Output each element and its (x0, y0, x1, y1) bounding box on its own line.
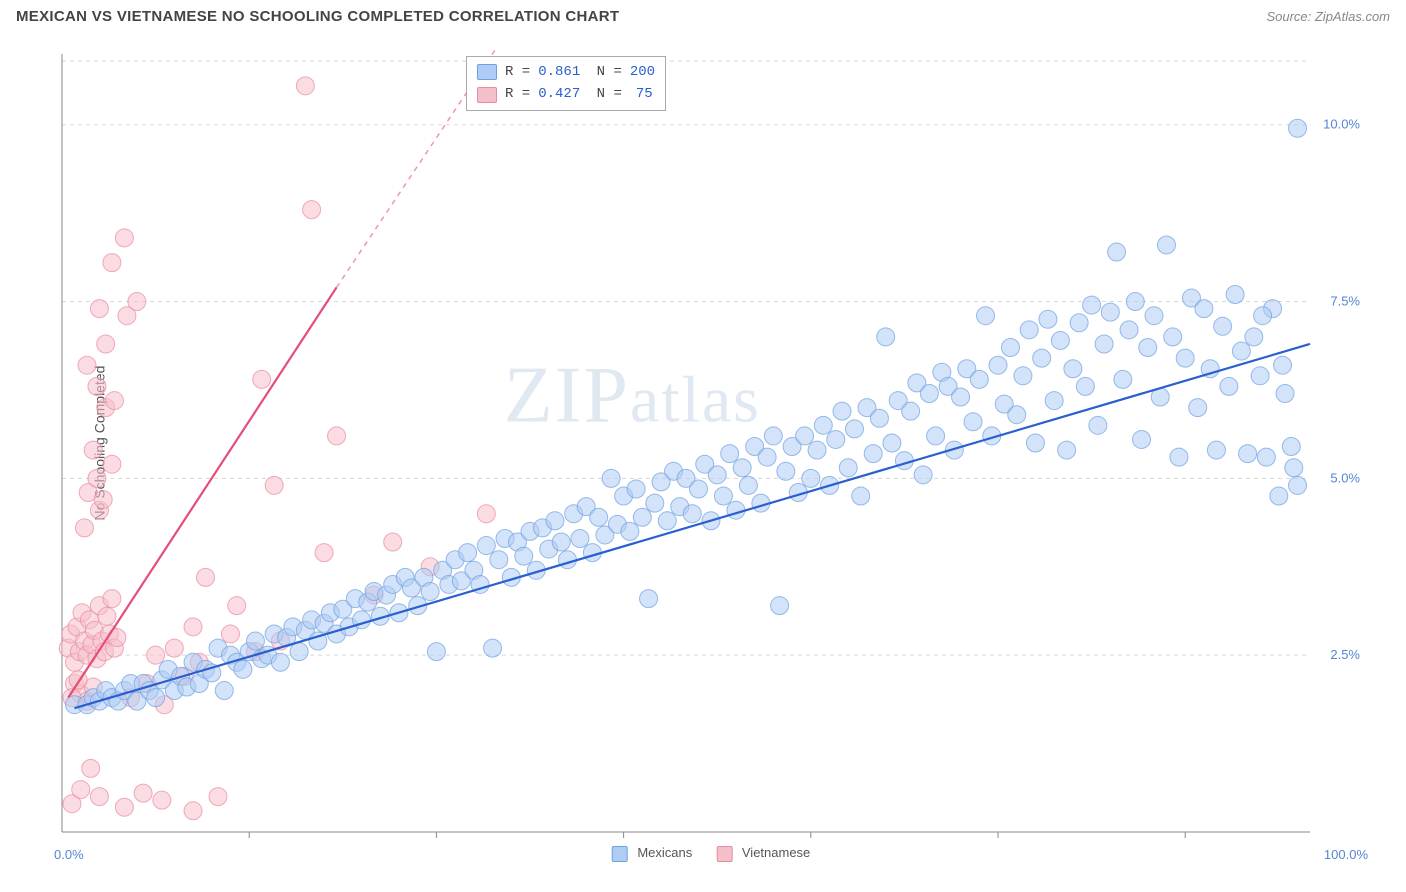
svg-text:5.0%: 5.0% (1330, 470, 1360, 485)
swatch-mexicans-icon (612, 846, 628, 862)
legend-item-mexicans: Mexicans (612, 845, 693, 862)
chart-title: MEXICAN VS VIETNAMESE NO SCHOOLING COMPL… (16, 8, 619, 25)
scatter-plot: 2.5% 5.0% 7.5% 10.0% (56, 48, 1366, 838)
x-axis-min: 0.0% (54, 847, 84, 862)
chart-area: No Schooling Completed 2.5%5.0%7.5%10.0%… (56, 48, 1366, 838)
stats-legend: R = 0.861 N = 200 R = 0.427 N = 75 (466, 56, 666, 111)
swatch-vietnamese-icon (716, 846, 732, 862)
swatch-mexicans (477, 64, 497, 80)
chart-source: Source: ZipAtlas.com (1266, 9, 1390, 24)
stats-row-vietnamese: R = 0.427 N = 75 (477, 83, 655, 105)
x-axis-max: 100.0% (1324, 847, 1368, 862)
bottom-legend: Mexicans Vietnamese (612, 845, 811, 862)
chart-header: MEXICAN VS VIETNAMESE NO SCHOOLING COMPL… (0, 0, 1406, 29)
svg-text:7.5%: 7.5% (1330, 294, 1360, 309)
swatch-vietnamese (477, 87, 497, 103)
svg-text:10.0%: 10.0% (1323, 117, 1360, 132)
stats-row-mexicans: R = 0.861 N = 200 (477, 61, 655, 83)
svg-text:2.5%: 2.5% (1330, 647, 1360, 662)
legend-item-vietnamese: Vietnamese (716, 845, 810, 862)
